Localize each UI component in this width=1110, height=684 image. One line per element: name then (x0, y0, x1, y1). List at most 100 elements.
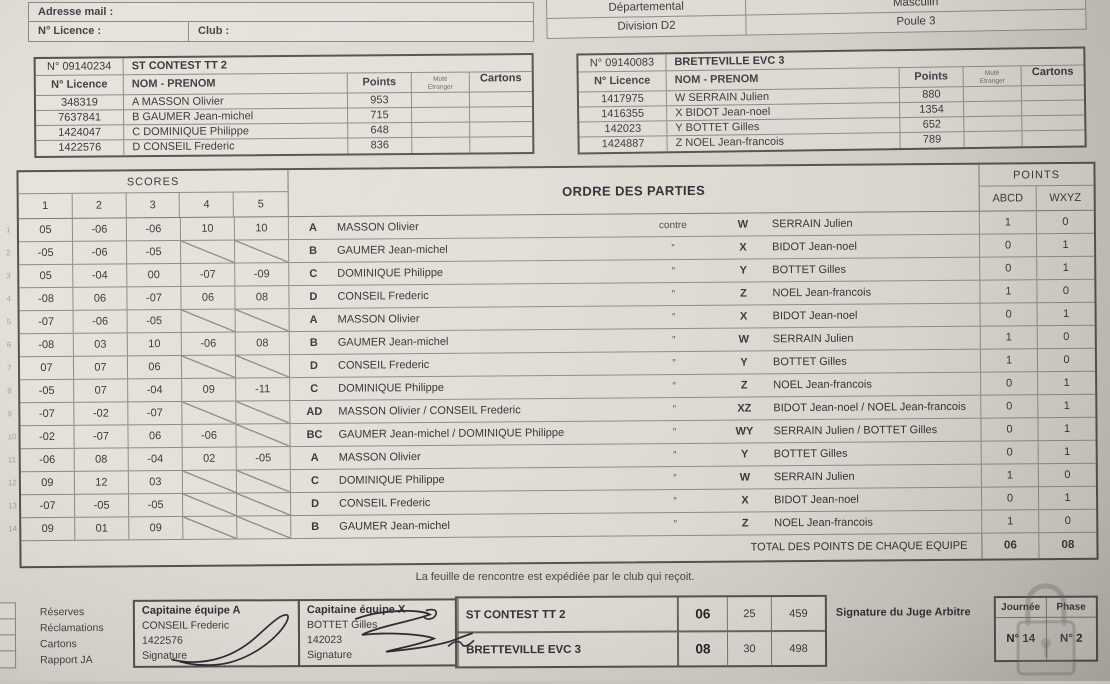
home-player-name: MASSON Olivier (337, 313, 420, 326)
match-row-number: 13 (8, 501, 18, 511)
home-player-name: CONSEIL Frederic (337, 359, 430, 372)
set-score-cell (237, 516, 292, 539)
set-score-cell: -07 (74, 425, 129, 448)
home-player-letter: B (309, 244, 318, 257)
point-abcd-cell: 1 (980, 349, 1039, 372)
point-abcd-cell: 0 (981, 395, 1039, 418)
away-player-letter: Y (739, 264, 747, 277)
home-player-letter: B (309, 336, 318, 349)
home-player-name: MASSON Olivier (338, 451, 421, 464)
away-player-letter: W (739, 471, 751, 484)
point-abcd-cell: 1 (982, 510, 1040, 533)
set-score-cell: 08 (235, 286, 290, 309)
away-player-letter: W (738, 333, 750, 346)
home-player-name: DOMINIQUE Philippe (338, 381, 444, 395)
point-wxyz-cell: 0 (1063, 353, 1070, 367)
set-score-cell: 00 (127, 263, 182, 287)
set-score-cell: -11 (236, 378, 291, 401)
championship-block: Départemental Masculin Division D2 Poule… (546, 0, 1087, 39)
home-player-name: GAUMER Jean-michel (337, 243, 448, 257)
set-score-cell: 06 (73, 287, 128, 310)
col-licence: N° Licence (578, 71, 667, 92)
captain-x-signature (355, 608, 475, 653)
set-score-cell (181, 355, 237, 378)
away-player-letter: Y (740, 356, 748, 369)
checkbox-reserves (0, 603, 15, 620)
match-row-number: 11 (7, 455, 17, 465)
dispatch-note: La feuille de rencontre est expédiée par… (415, 571, 695, 583)
set-score-cell (182, 470, 237, 493)
set-score-cell: -04 (128, 378, 183, 402)
match-row-number: 6 (6, 340, 12, 350)
point-wxyz-cell: 0 (1062, 215, 1069, 229)
result-team-a: ST CONTEST TT 2 (465, 608, 566, 621)
set-score-cell: 05 (19, 264, 74, 288)
remarks-labels: Réserves Réclamations Cartons Rapport JA (40, 604, 104, 668)
table-row: ST CONTEST TT 2 06 25 459 (456, 596, 825, 634)
home-player-name: MASSON Olivier (336, 221, 419, 234)
set-score-cell (236, 401, 291, 424)
home-player-letter: C (310, 474, 319, 487)
set-score-cell: 09 (129, 516, 184, 540)
set-score-cell: -06 (182, 424, 237, 447)
set-score-cell (183, 516, 238, 539)
point-abcd-cell: 0 (981, 372, 1039, 395)
set-score-cell: -02 (74, 402, 129, 425)
set-score-cell (236, 493, 292, 516)
score-col-header: 3 (126, 192, 181, 218)
home-player-letter: A (308, 221, 317, 234)
set-score-cell: -05 (75, 494, 130, 517)
captain-a-signature (171, 613, 289, 666)
point-wxyz-cell: 0 (1064, 514, 1071, 528)
home-player-letter: A (309, 313, 318, 326)
away-player-name: BIDOT Jean-noel (774, 493, 859, 507)
point-abcd-cell: 1 (980, 326, 1038, 349)
versus-mark: ” (673, 495, 677, 507)
set-score-cell: -06 (73, 310, 128, 333)
home-player-letter: D (309, 290, 318, 303)
versus-mark: ” (671, 265, 675, 277)
match-row-number: 10 (7, 432, 17, 442)
padlock-icon (1016, 583, 1076, 676)
col-points: Points (347, 72, 412, 93)
home-player-letter: A (310, 451, 319, 464)
set-score-cell: 06 (127, 355, 183, 379)
versus-mark: ” (671, 242, 675, 254)
point-wxyz-cell: 0 (1064, 468, 1071, 482)
set-score-cell: 06 (128, 424, 183, 448)
away-player-name: NOEL Jean-francois (772, 286, 872, 300)
point-abcd-cell: 1 (981, 464, 1039, 487)
away-player-letter: X (739, 241, 747, 254)
match-row-number: 1 (5, 225, 11, 235)
versus-mark: ” (672, 334, 676, 346)
set-score-cell: -05 (127, 309, 182, 333)
adresse-mail-label: Adresse mail : (29, 3, 533, 22)
col-nom: NOM - PRENOM (123, 73, 348, 95)
footer-section: Réserves Réclamations Cartons Rapport JA… (0, 583, 1110, 684)
set-score-cell (182, 401, 237, 424)
set-score-cell: -06 (72, 218, 128, 241)
set-score-cell (235, 309, 290, 332)
away-player-name: NOEL Jean-francois (774, 516, 873, 530)
home-player-name: GAUMER Jean-michel (337, 335, 449, 349)
abcd-col-header: ABCD (979, 186, 1037, 211)
score-col-header: 4 (180, 192, 235, 217)
away-player-name: NOEL Jean-francois (773, 378, 872, 392)
away-player-name: BIDOT Jean-noel / NOEL Jean-francois (773, 400, 966, 415)
total-abcd: 06 (982, 533, 1040, 559)
team-a-number: N° 09140234 (35, 58, 124, 75)
match-row-number: 12 (7, 478, 17, 488)
table-row: 1422576 D CONSEIL Frederic 836 (36, 137, 532, 156)
set-score-cell: 09 (21, 517, 76, 541)
away-player-name: SERRAIN Julien (771, 217, 853, 231)
away-player-name: BOTTET Gilles (773, 447, 848, 461)
checkbox-reclamations (0, 619, 15, 636)
result-sets-x: 30 (726, 632, 772, 666)
versus-mark: ” (672, 426, 677, 438)
away-player-letter: X (739, 310, 748, 323)
set-score-cell: -07 (21, 494, 76, 518)
set-score-cell: 05 (18, 218, 74, 242)
col-cartons: Cartons (1031, 65, 1074, 79)
point-wxyz-cell: 1 (1064, 491, 1071, 505)
